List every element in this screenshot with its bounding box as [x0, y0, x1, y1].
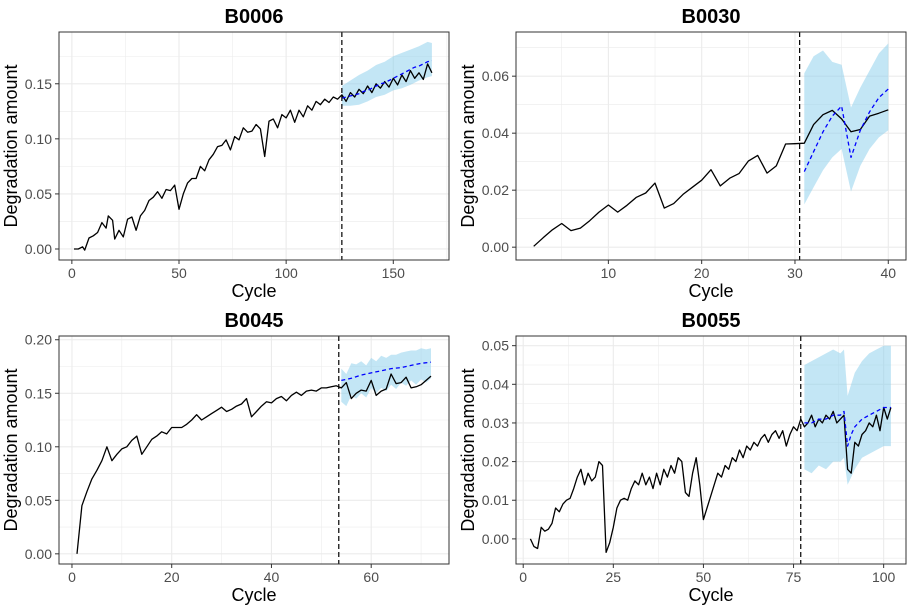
x-tick-label: 50 [696, 569, 712, 585]
prediction-line [803, 88, 889, 172]
x-tick-label: 20 [164, 569, 180, 585]
gridlines [516, 32, 906, 260]
x-axis-label: Cycle [688, 281, 733, 301]
plot-marks [533, 32, 889, 260]
gridlines [59, 336, 449, 564]
gridlines [59, 32, 449, 260]
prediction-band [804, 43, 889, 205]
prediction-line [341, 59, 433, 99]
y-tick-label: 0.00 [25, 546, 52, 562]
y-axis-label: Degradation amount [1, 64, 21, 227]
x-tick-label: 0 [519, 569, 527, 585]
observed-line [74, 63, 433, 251]
y-tick-label: 0.00 [482, 239, 509, 255]
plot-marks [529, 336, 892, 564]
x-tick-label: 150 [382, 265, 406, 281]
chart-panel-b0055: 0 25 50 75 100 0.00 0.01 0.02 0.03 0.04 0.05 B0055 C… [458, 310, 907, 605]
prediction-band [341, 41, 432, 106]
y-axis-label: Degradation amount [1, 368, 21, 531]
y-tick-label: 0.20 [25, 332, 52, 348]
y-tick-label: 0.02 [482, 182, 509, 198]
y-tick-label: 0.00 [482, 531, 509, 547]
observed-line [529, 406, 892, 554]
prediction-band [341, 348, 431, 407]
plot-marks [76, 336, 432, 564]
chart-panel-b0006: 0 50 100 150 0.00 0.05 0.10 0.15 B0006 Cycle Degra… [1, 6, 450, 301]
x-tick-label: 40 [264, 569, 280, 585]
prediction-line [341, 361, 432, 382]
panel-border [515, 31, 907, 261]
x-tick-label: 75 [786, 569, 802, 585]
prediction-line [804, 406, 891, 447]
panel-border [515, 335, 907, 565]
x-tick-label: 25 [606, 569, 622, 585]
x-tick-label: 20 [694, 265, 710, 281]
chart-title: B0030 [682, 6, 741, 28]
prediction-band [804, 345, 891, 485]
x-axis-label: Cycle [688, 585, 733, 605]
plot-marks [74, 32, 433, 260]
y-tick-label: 0.05 [482, 338, 509, 354]
x-tick-label: 10 [601, 265, 617, 281]
x-tick-label: 0 [68, 265, 76, 281]
x-tick-label: 30 [787, 265, 803, 281]
x-axis-label: Cycle [231, 585, 276, 605]
observed-line [76, 373, 432, 554]
y-tick-label: 0.02 [482, 454, 509, 470]
x-tick-label: 40 [880, 265, 896, 281]
y-tick-label: 0.05 [25, 186, 52, 202]
y-tick-label: 0.15 [25, 76, 52, 92]
chart-panel-b0030: 10 20 30 40 0.00 0.02 0.04 0.06 B0030 Cycle Degrad… [458, 6, 907, 301]
chart-panel-b0045: 0 20 40 60 0.00 0.05 0.10 0.15 0.20 B0045 Cycle Deg… [1, 310, 450, 605]
y-tick-label: 0.10 [25, 131, 52, 147]
chart-title: B0045 [225, 310, 284, 332]
y-tick-label: 0.06 [482, 68, 509, 84]
y-tick-label: 0.01 [482, 492, 509, 508]
x-axis-label: Cycle [231, 281, 276, 301]
x-tick-label: 60 [363, 569, 379, 585]
x-tick-label: 50 [171, 265, 187, 281]
y-tick-label: 0.03 [482, 415, 509, 431]
y-tick-label: 0.00 [25, 241, 52, 257]
y-tick-label: 0.05 [25, 492, 52, 508]
chart-title: B0055 [682, 310, 741, 332]
panel-border [58, 335, 450, 565]
x-tick-label: 0 [68, 569, 76, 585]
y-tick-label: 0.15 [25, 385, 52, 401]
observed-line [533, 109, 889, 247]
y-axis-label: Degradation amount [458, 64, 478, 227]
y-tick-label: 0.04 [482, 125, 509, 141]
y-tick-label: 0.04 [482, 376, 509, 392]
x-tick-label: 100 [872, 569, 896, 585]
y-tick-label: 0.10 [25, 439, 52, 455]
y-axis-label: Degradation amount [458, 368, 478, 531]
panel-border [58, 31, 450, 261]
x-tick-label: 100 [274, 265, 298, 281]
chart-title: B0006 [225, 6, 284, 28]
